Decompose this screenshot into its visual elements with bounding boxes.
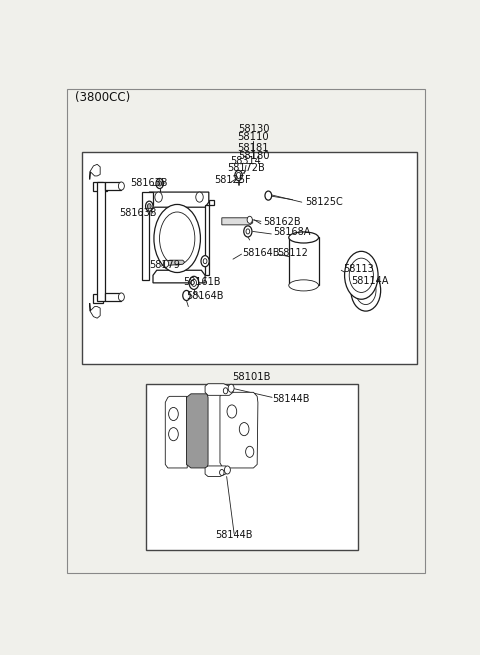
Text: 58144B: 58144B	[272, 394, 310, 404]
Polygon shape	[205, 466, 229, 477]
Bar	[289, 238, 319, 286]
Ellipse shape	[345, 252, 378, 299]
Circle shape	[155, 192, 162, 202]
Circle shape	[156, 178, 163, 189]
Ellipse shape	[289, 232, 319, 243]
Text: 58113: 58113	[343, 264, 373, 274]
Polygon shape	[153, 271, 205, 283]
Ellipse shape	[154, 204, 201, 272]
Circle shape	[246, 446, 254, 457]
Circle shape	[119, 182, 124, 190]
Text: 58163B: 58163B	[131, 178, 168, 188]
Text: 58179: 58179	[149, 260, 180, 271]
Circle shape	[201, 255, 209, 267]
Circle shape	[158, 181, 162, 186]
Text: 58110: 58110	[238, 132, 269, 142]
Polygon shape	[90, 164, 100, 179]
Circle shape	[196, 192, 203, 202]
Circle shape	[223, 388, 228, 394]
Ellipse shape	[289, 280, 319, 291]
Circle shape	[228, 384, 234, 392]
Bar	[83, 152, 417, 364]
Circle shape	[219, 470, 224, 476]
Text: (3800CC): (3800CC)	[75, 91, 130, 104]
Text: 58161B: 58161B	[183, 277, 220, 288]
Text: 58114A: 58114A	[351, 276, 388, 286]
Circle shape	[235, 170, 242, 181]
Circle shape	[168, 407, 178, 421]
Polygon shape	[205, 384, 233, 396]
Polygon shape	[222, 218, 252, 225]
Polygon shape	[220, 392, 258, 468]
Text: 58168A: 58168A	[273, 227, 310, 237]
Text: 58163B: 58163B	[120, 208, 157, 218]
Text: 58314: 58314	[230, 157, 262, 166]
Text: 58162B: 58162B	[263, 217, 300, 227]
Circle shape	[203, 259, 207, 264]
Text: 58172B: 58172B	[227, 163, 265, 174]
Circle shape	[192, 279, 196, 286]
Polygon shape	[165, 396, 187, 468]
Polygon shape	[94, 294, 107, 303]
Circle shape	[244, 226, 252, 237]
Text: 58112: 58112	[277, 248, 309, 257]
Text: 58164B: 58164B	[186, 291, 224, 301]
Circle shape	[236, 172, 241, 178]
Circle shape	[189, 276, 199, 290]
Circle shape	[163, 260, 168, 267]
Polygon shape	[105, 182, 121, 189]
Polygon shape	[94, 182, 107, 191]
Circle shape	[145, 201, 153, 212]
Text: 58101B: 58101B	[232, 372, 271, 382]
Circle shape	[168, 428, 178, 441]
Text: 58181: 58181	[238, 143, 269, 153]
Text: 58164B: 58164B	[242, 248, 280, 257]
Polygon shape	[105, 293, 121, 301]
Circle shape	[119, 293, 124, 301]
Circle shape	[227, 405, 237, 418]
Polygon shape	[186, 394, 208, 468]
Circle shape	[265, 191, 272, 200]
Polygon shape	[142, 192, 153, 280]
Circle shape	[240, 422, 249, 436]
Bar	[145, 384, 358, 550]
Ellipse shape	[356, 276, 376, 305]
Ellipse shape	[349, 258, 373, 292]
Polygon shape	[166, 260, 185, 265]
Polygon shape	[205, 200, 215, 275]
Circle shape	[246, 229, 250, 234]
Text: 58144B: 58144B	[216, 530, 253, 540]
Text: 58180: 58180	[238, 151, 269, 160]
Circle shape	[147, 204, 151, 209]
Polygon shape	[90, 303, 100, 318]
Circle shape	[225, 466, 230, 474]
Polygon shape	[97, 182, 105, 301]
Polygon shape	[149, 192, 209, 207]
Text: 58125F: 58125F	[215, 176, 251, 185]
Text: 58125C: 58125C	[305, 197, 343, 207]
Circle shape	[247, 216, 252, 223]
Ellipse shape	[159, 212, 195, 265]
Text: 58130: 58130	[238, 124, 269, 134]
Circle shape	[183, 290, 190, 301]
Ellipse shape	[351, 270, 381, 311]
